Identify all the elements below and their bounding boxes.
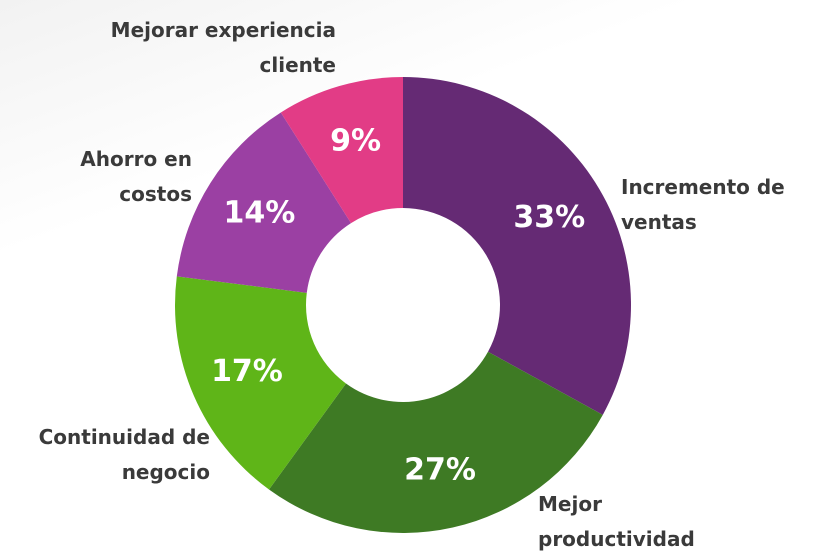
value-label: 9% — [330, 123, 381, 158]
value-label: 17% — [211, 354, 283, 389]
donut-slice — [403, 77, 632, 415]
value-label: 14% — [224, 195, 296, 230]
donut-slice — [280, 77, 403, 224]
donut-slice — [176, 112, 352, 293]
donut-slice — [175, 276, 346, 490]
value-label: 33% — [513, 200, 585, 235]
category-label: Mejorar experiencia cliente — [110, 18, 336, 77]
category-label: Incremento de ventas — [621, 175, 785, 234]
category-label: Ahorro en costos — [80, 147, 192, 206]
value-label: 27% — [404, 452, 476, 487]
category-label: Mejor productividad — [538, 492, 695, 551]
donut-slice — [268, 351, 603, 533]
category-label: Continuidad de negocio — [38, 425, 210, 484]
